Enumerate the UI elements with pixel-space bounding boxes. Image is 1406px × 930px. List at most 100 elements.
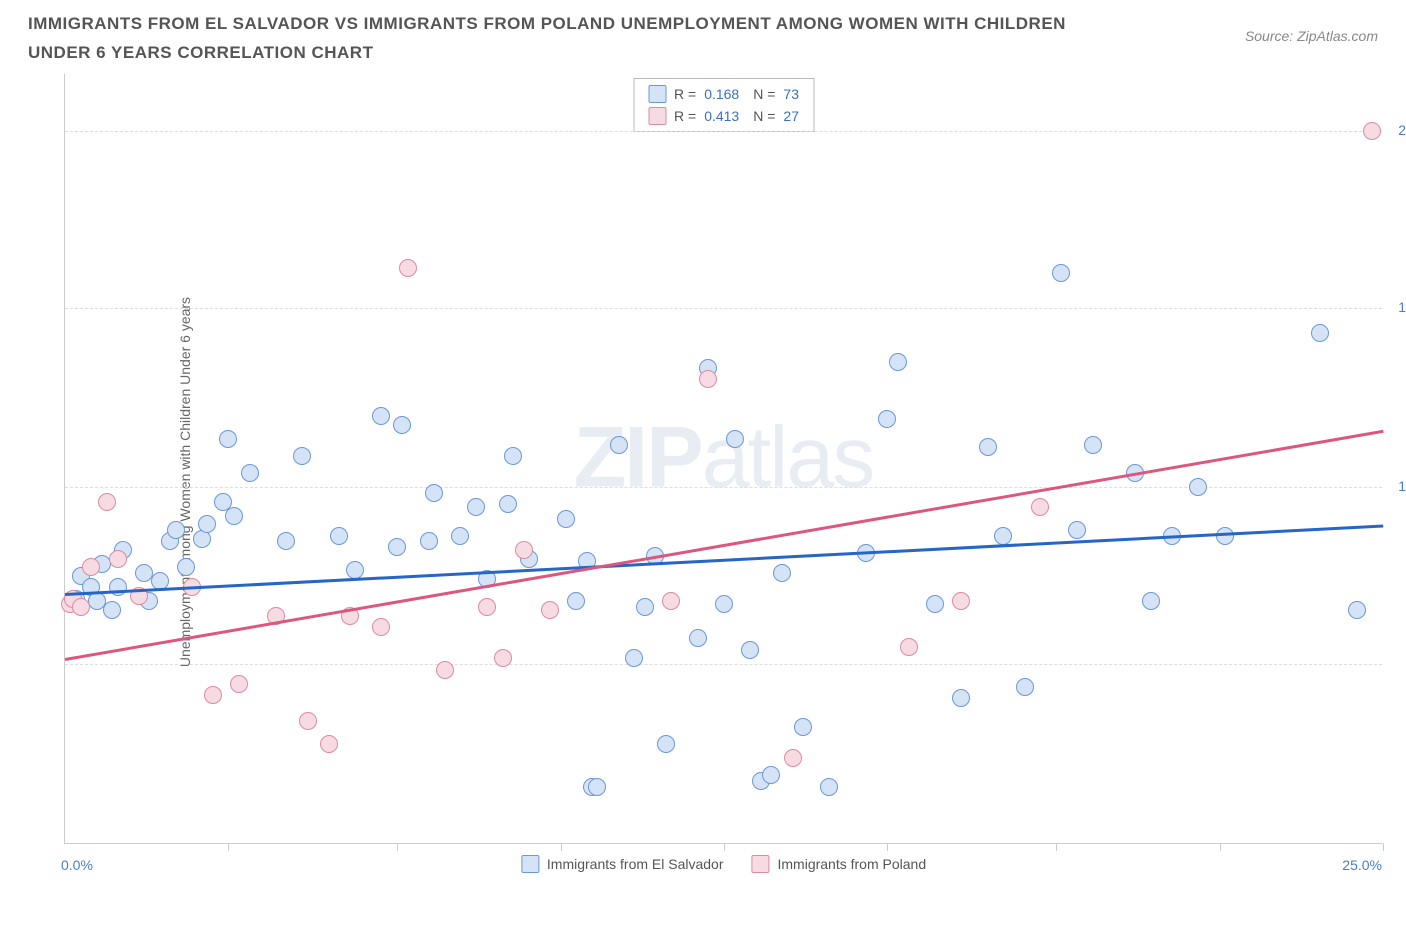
scatter-point-series1 xyxy=(557,510,575,528)
n-value-series2: 27 xyxy=(783,108,799,124)
scatter-point-series1 xyxy=(1068,521,1086,539)
scatter-point-series1 xyxy=(762,766,780,784)
legend-label-series2: Immigrants from Poland xyxy=(778,856,927,872)
x-tick xyxy=(1383,843,1384,851)
scatter-point-series1 xyxy=(346,561,364,579)
scatter-point-series1 xyxy=(889,353,907,371)
legend: Immigrants from El Salvador Immigrants f… xyxy=(521,855,926,873)
y-tick-label: 12.5% xyxy=(1398,478,1406,494)
y-tick-label: 25.0% xyxy=(1398,122,1406,138)
scatter-point-series1 xyxy=(167,521,185,539)
scatter-point-series1 xyxy=(451,527,469,545)
scatter-point-series1 xyxy=(225,507,243,525)
scatter-point-series1 xyxy=(1084,436,1102,454)
n-label: N = xyxy=(753,86,775,102)
scatter-point-series1 xyxy=(1189,478,1207,496)
scatter-point-series1 xyxy=(588,778,606,796)
scatter-point-series1 xyxy=(499,495,517,513)
scatter-point-series2 xyxy=(541,601,559,619)
scatter-point-series1 xyxy=(241,464,259,482)
scatter-point-series1 xyxy=(567,592,585,610)
legend-item-series1: Immigrants from El Salvador xyxy=(521,855,724,873)
scatter-chart: Unemployment Among Women with Children U… xyxy=(10,74,1396,894)
scatter-point-series1 xyxy=(219,430,237,448)
watermark: ZIPatlas xyxy=(574,409,873,508)
scatter-point-series2 xyxy=(204,686,222,704)
correlation-stats-box: R = 0.168 N = 73 R = 0.413 N = 27 xyxy=(633,78,814,132)
scatter-point-series1 xyxy=(952,689,970,707)
scatter-point-series1 xyxy=(1052,264,1070,282)
grid-line-horizontal xyxy=(65,131,1382,132)
n-label: N = xyxy=(753,108,775,124)
scatter-point-series2 xyxy=(399,259,417,277)
chart-title: IMMIGRANTS FROM EL SALVADOR VS IMMIGRANT… xyxy=(28,10,1088,68)
scatter-point-series1 xyxy=(741,641,759,659)
scatter-point-series1 xyxy=(926,595,944,613)
grid-line-horizontal xyxy=(65,308,1382,309)
scatter-point-series1 xyxy=(1016,678,1034,696)
scatter-point-series1 xyxy=(636,598,654,616)
r-label: R = xyxy=(674,86,696,102)
legend-swatch-series2 xyxy=(752,855,770,873)
scatter-point-series2 xyxy=(662,592,680,610)
scatter-point-series1 xyxy=(726,430,744,448)
x-axis-max-label: 25.0% xyxy=(1342,857,1382,873)
scatter-point-series2 xyxy=(1031,498,1049,516)
x-tick xyxy=(1220,843,1221,851)
n-value-series1: 73 xyxy=(783,86,799,102)
r-label: R = xyxy=(674,108,696,124)
scatter-point-series1 xyxy=(504,447,522,465)
scatter-point-series1 xyxy=(1142,592,1160,610)
legend-swatch-series1 xyxy=(521,855,539,873)
scatter-point-series2 xyxy=(72,598,90,616)
scatter-point-series1 xyxy=(657,735,675,753)
scatter-point-series2 xyxy=(436,661,454,679)
r-value-series1: 0.168 xyxy=(704,86,739,102)
scatter-point-series1 xyxy=(820,778,838,796)
scatter-point-series1 xyxy=(715,595,733,613)
scatter-point-series1 xyxy=(625,649,643,667)
stats-row-series2: R = 0.413 N = 27 xyxy=(648,107,799,125)
scatter-point-series2 xyxy=(478,598,496,616)
scatter-point-series1 xyxy=(610,436,628,454)
scatter-point-series1 xyxy=(467,498,485,516)
scatter-point-series1 xyxy=(293,447,311,465)
scatter-point-series2 xyxy=(494,649,512,667)
x-tick xyxy=(228,843,229,851)
trend-line-series2 xyxy=(65,430,1383,661)
grid-line-horizontal xyxy=(65,664,1382,665)
x-tick xyxy=(1056,843,1057,851)
scatter-point-series2 xyxy=(784,749,802,767)
scatter-point-series2 xyxy=(82,558,100,576)
scatter-point-series2 xyxy=(1363,122,1381,140)
scatter-point-series1 xyxy=(277,532,295,550)
stats-row-series1: R = 0.168 N = 73 xyxy=(648,85,799,103)
scatter-point-series1 xyxy=(794,718,812,736)
scatter-point-series1 xyxy=(103,601,121,619)
scatter-point-series1 xyxy=(177,558,195,576)
scatter-point-series2 xyxy=(98,493,116,511)
r-value-series2: 0.413 xyxy=(704,108,739,124)
scatter-point-series2 xyxy=(699,370,717,388)
watermark-bold: ZIP xyxy=(574,410,702,506)
scatter-point-series1 xyxy=(393,416,411,434)
x-tick xyxy=(397,843,398,851)
x-axis-min-label: 0.0% xyxy=(61,857,93,873)
scatter-point-series1 xyxy=(1216,527,1234,545)
trend-line-series1 xyxy=(65,524,1383,595)
source-attribution: Source: ZipAtlas.com xyxy=(1245,28,1378,44)
grid-line-horizontal xyxy=(65,487,1382,488)
scatter-point-series2 xyxy=(372,618,390,636)
scatter-point-series1 xyxy=(388,538,406,556)
x-tick xyxy=(724,843,725,851)
swatch-series1 xyxy=(648,85,666,103)
scatter-point-series1 xyxy=(420,532,438,550)
y-tick-label: 18.8% xyxy=(1398,299,1406,315)
scatter-point-series1 xyxy=(109,578,127,596)
swatch-series2 xyxy=(648,107,666,125)
scatter-point-series2 xyxy=(109,550,127,568)
scatter-point-series1 xyxy=(979,438,997,456)
scatter-point-series2 xyxy=(900,638,918,656)
scatter-point-series2 xyxy=(320,735,338,753)
x-tick xyxy=(561,843,562,851)
